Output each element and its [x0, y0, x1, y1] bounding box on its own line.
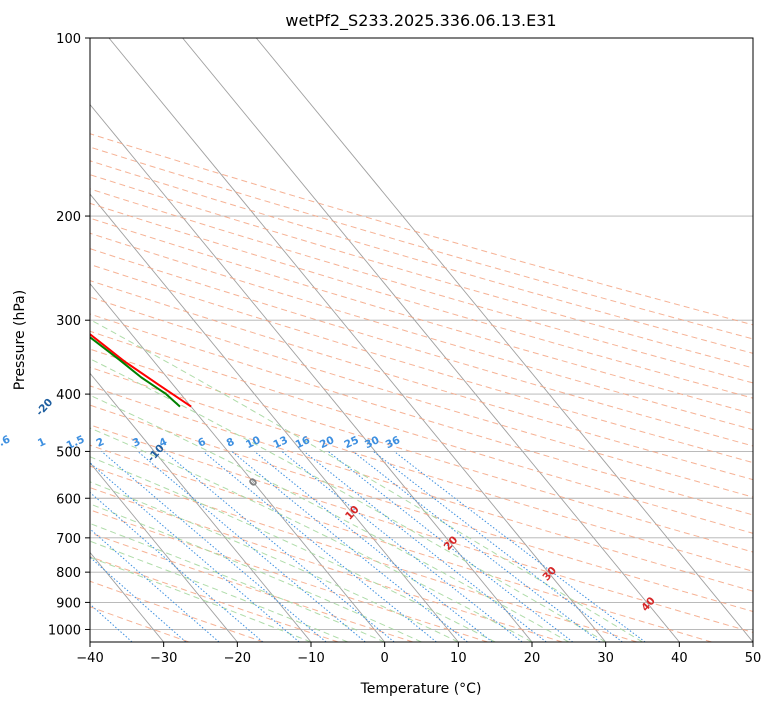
dry-adiabat	[90, 444, 712, 642]
y-axis: 100 200 300 400 500 600 700 800 900 1000	[48, 32, 90, 638]
mixing-ratio-label: 36	[384, 434, 402, 451]
moist-adiabat	[90, 394, 570, 642]
mixing-ratio-label: 10	[244, 434, 262, 451]
x-tick-label: 30	[597, 651, 614, 666]
x-tick-label: 10	[450, 651, 467, 666]
mixing-ratio-line	[281, 451, 523, 642]
y-tick-label: 900	[56, 596, 81, 611]
mixing-ratio-label: 4	[157, 436, 169, 450]
dry-adiabat	[90, 424, 753, 633]
x-tick-label: −40	[76, 651, 103, 666]
isotherm-line	[90, 193, 459, 642]
series-layer	[90, 332, 192, 408]
background-lines	[90, 38, 753, 642]
moist-adiabat	[90, 427, 533, 642]
mixing-ratio-label: 16	[294, 434, 312, 451]
moist-adiabat	[90, 319, 643, 642]
moist-adiabat	[90, 556, 312, 642]
mixing-ratio-label: 1	[36, 436, 48, 450]
dry-adiabat	[90, 217, 753, 415]
isotherm-line	[182, 38, 680, 642]
dry-adiabat	[90, 160, 753, 354]
y-tick-label: 300	[56, 314, 81, 329]
mixing-ratio-label: 30	[363, 434, 381, 451]
x-axis-title: Temperature (°C)	[360, 681, 482, 697]
mixing-ratio-line	[137, 451, 366, 642]
moist-adiabat	[90, 358, 606, 642]
x-axis: −40 −30 −20 −10 0 10 20 30 40 50	[76, 642, 761, 666]
plot-frame	[89, 37, 754, 643]
mixing-ratio-label: 20	[318, 434, 336, 451]
y-tick-label: 700	[56, 532, 81, 547]
mixing-ratio-label: 13	[271, 434, 289, 451]
dry-adiabat	[90, 188, 753, 384]
isotherm-line	[90, 462, 238, 642]
x-tick-label: −10	[297, 651, 324, 666]
y-tick-label: 200	[56, 210, 81, 225]
x-tick-label: −30	[150, 651, 177, 666]
mixing-ratio-line	[164, 451, 395, 642]
x-tick-label: 0	[381, 651, 389, 666]
dry-adiabat	[90, 202, 753, 399]
moist-adiabat	[90, 503, 422, 642]
dry-adiabat	[90, 366, 753, 572]
isotherm-line	[108, 38, 607, 642]
chart-title: wetPf2_S233.2025.336.06.13.E31	[285, 11, 556, 31]
mixing-ratio-label: 3	[131, 436, 143, 450]
mixing-ratio-line	[231, 451, 468, 642]
x-tick-label: −20	[224, 651, 251, 666]
dry-adiabat	[90, 348, 753, 553]
y-tick-label: 500	[56, 445, 81, 460]
mixing-ratio-line	[90, 462, 300, 642]
temperature-line	[90, 332, 192, 408]
isotherm-line	[90, 372, 312, 642]
mixing-ratio-line	[393, 451, 646, 642]
dry-adiabat	[90, 487, 563, 642]
mixing-ratio-label: 8	[225, 436, 237, 450]
dry-adiabat	[90, 404, 753, 613]
dry-adiabat	[90, 174, 753, 369]
y-tick-label: 800	[56, 566, 81, 581]
mixing-ratio-line	[202, 451, 437, 642]
isotherm-line	[90, 282, 386, 642]
y-tick-label: 400	[56, 388, 81, 403]
y-axis-title: Pressure (hPa)	[12, 290, 28, 390]
x-tick-label: 50	[745, 651, 762, 666]
dry-adiabat	[90, 232, 753, 431]
x-tick-label: 40	[671, 651, 688, 666]
y-tick-label: 100	[56, 32, 81, 47]
mixing-ratio-label: 6	[196, 436, 208, 450]
mixing-ratio-line	[373, 451, 623, 642]
mixing-ratio-label: 2	[94, 436, 106, 450]
dry-adiabat	[90, 532, 414, 642]
x-tick-label: 20	[524, 651, 541, 666]
y-tick-label: 600	[56, 492, 81, 507]
isotherm-line	[255, 38, 753, 642]
mixing-ratio-label: 25	[342, 434, 360, 451]
mixing-ratio-line	[352, 451, 601, 642]
mixing-ratio-line	[101, 451, 327, 642]
mixing-ratio-line	[303, 451, 547, 642]
y-tick-label: 1000	[48, 623, 81, 638]
mixing-ratio-line	[90, 528, 220, 642]
